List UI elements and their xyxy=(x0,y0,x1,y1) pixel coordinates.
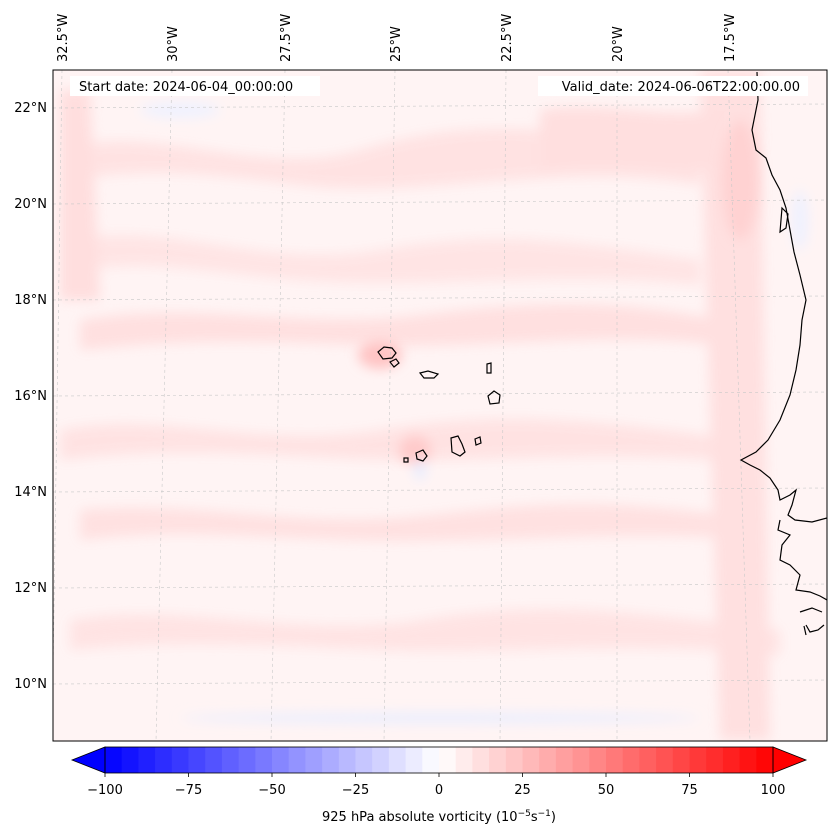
start-date-box xyxy=(70,76,320,96)
colorbar-segment xyxy=(706,747,724,773)
colorbar-tick-label: 50 xyxy=(598,783,615,798)
colorbar-segment xyxy=(656,747,674,773)
colorbar-segment xyxy=(639,747,657,773)
lat-label: 16°N xyxy=(14,389,47,404)
lat-label: 20°N xyxy=(14,197,47,212)
island-maio xyxy=(474,436,482,446)
colorbar-segment xyxy=(372,747,390,773)
colorbar-segment xyxy=(422,747,440,773)
colorbar-segment xyxy=(539,747,557,773)
colorbar-segment xyxy=(138,747,156,773)
island-sao-vicente xyxy=(389,358,400,368)
lat-label: 14°N xyxy=(14,485,47,500)
lon-label: 22.5°W xyxy=(500,14,515,62)
colorbar-segment xyxy=(505,747,524,773)
island-sal xyxy=(486,362,492,374)
longitude-labels: 32.5°W 30°W 27.5°W 25°W 22.5°W 20°W 17.5… xyxy=(56,14,738,62)
colorbar-segment xyxy=(756,747,774,773)
colorbar-segment xyxy=(606,747,624,773)
colorbar-segment xyxy=(522,747,540,773)
island-sao-nicolau xyxy=(418,370,440,379)
island-fogo xyxy=(415,449,428,462)
colorbar: −100 −75 −50 −25 0 25 50 75 100 925 hPa … xyxy=(70,746,808,825)
colorbar-extend-max xyxy=(772,746,808,774)
coastal-inlet xyxy=(779,206,789,234)
colorbar-segment xyxy=(255,747,273,773)
lon-label: 25°W xyxy=(389,26,404,62)
colorbar-segment xyxy=(388,747,407,773)
colorbar-segment xyxy=(238,747,256,773)
lat-label: 10°N xyxy=(14,677,47,692)
colorbar-segment xyxy=(555,747,574,773)
colorbar-segment xyxy=(155,747,173,773)
colorbar-tick-labels: −100 −75 −50 −25 0 25 50 75 100 xyxy=(87,783,785,798)
colorbar-segment xyxy=(305,747,323,773)
colorbar-label: 925 hPa absolute vorticity (10−5s−1) xyxy=(322,809,556,825)
latitude-labels: 22°N 20°N 18°N 16°N 14°N 12°N 10°N xyxy=(14,101,47,692)
colorbar-ticks xyxy=(104,773,774,777)
colorbar-segment xyxy=(405,747,423,773)
colorbar-segment xyxy=(689,747,707,773)
colorbar-segment xyxy=(105,747,123,773)
island-santiago xyxy=(450,435,466,457)
lon-label: 32.5°W xyxy=(56,14,71,62)
graticule xyxy=(53,70,827,741)
colorbar-tick-label: 25 xyxy=(514,783,531,798)
colorbar-segment xyxy=(672,747,691,773)
colorbar-segment xyxy=(205,747,223,773)
lon-label: 17.5°W xyxy=(723,14,738,62)
colorbar-segment xyxy=(221,747,240,773)
colorbar-segment xyxy=(272,747,290,773)
coastlines xyxy=(377,71,827,636)
colorbar-tick-label: 75 xyxy=(681,783,698,798)
colorbar-segment xyxy=(338,747,357,773)
colorbar-segment xyxy=(455,747,473,773)
colorbar-segment xyxy=(439,747,457,773)
africa-coastline xyxy=(739,71,827,636)
lon-label: 27.5°W xyxy=(279,14,294,62)
colorbar-tick-label: 0 xyxy=(435,783,443,798)
lon-label: 20°W xyxy=(611,26,626,62)
colorbar-extend-min xyxy=(70,746,106,774)
colorbar-segment xyxy=(171,747,190,773)
colorbar-segment xyxy=(589,747,607,773)
colorbar-segment xyxy=(472,747,490,773)
colorbar-segment xyxy=(322,747,340,773)
map-frame xyxy=(52,69,828,742)
colorbar-tick-label: −100 xyxy=(87,783,123,798)
colorbar-segment xyxy=(288,747,306,773)
colorbar-segment xyxy=(489,747,507,773)
vorticity-field xyxy=(60,70,808,740)
colorbar-segments xyxy=(105,747,774,773)
colorbar-segment xyxy=(722,747,741,773)
colorbar-segment xyxy=(739,747,757,773)
map-panel: Start date: 2024-06-04_00:00:00 Valid_da… xyxy=(52,69,828,742)
island-boa-vista xyxy=(487,390,501,405)
valid-date-box xyxy=(538,76,808,96)
colorbar-segment xyxy=(622,747,640,773)
colorbar-tick-label: −50 xyxy=(258,783,285,798)
island-santo-antao xyxy=(377,346,397,360)
lon-label: 30°W xyxy=(166,26,181,62)
colorbar-segment xyxy=(572,747,590,773)
colorbar-segment xyxy=(188,747,206,773)
colorbar-tick-label: −25 xyxy=(342,783,369,798)
lat-label: 12°N xyxy=(14,581,47,596)
colorbar-tick-label: 100 xyxy=(761,783,786,798)
colorbar-segment xyxy=(121,747,139,773)
valid-date-label: Valid_date: 2024-06-06T22:00:00.00 xyxy=(562,80,800,95)
colorbar-tick-label: −75 xyxy=(175,783,202,798)
lat-label: 22°N xyxy=(14,101,47,116)
lat-label: 18°N xyxy=(14,293,47,308)
colorbar-segment xyxy=(355,747,373,773)
start-date-label: Start date: 2024-06-04_00:00:00 xyxy=(79,80,293,95)
island-brava xyxy=(403,457,409,463)
